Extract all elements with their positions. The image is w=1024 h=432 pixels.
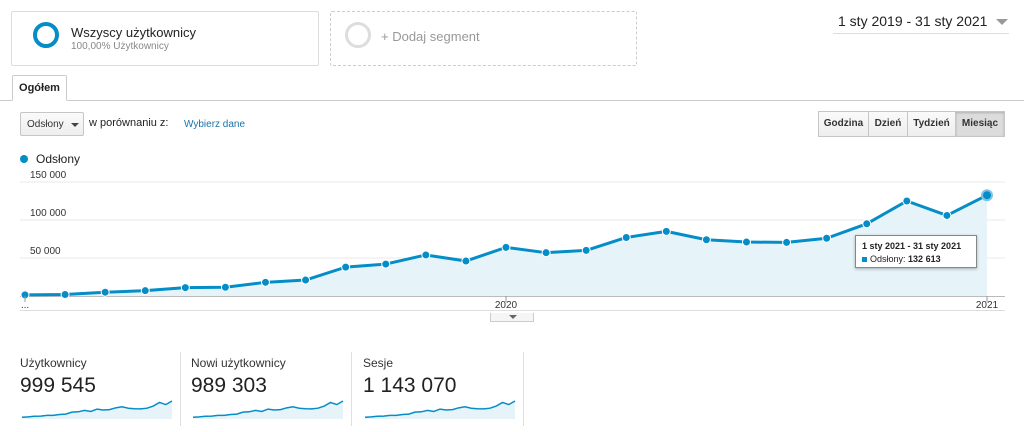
add-segment-label: + Dodaj segment	[381, 29, 480, 44]
data-point	[541, 248, 551, 258]
granularity-month-button[interactable]: Miesiąc	[955, 111, 1005, 137]
chevron-down-icon	[996, 19, 1008, 25]
data-point	[942, 210, 952, 220]
data-point	[501, 242, 511, 252]
data-point	[421, 250, 431, 260]
scorecard-divider	[180, 352, 181, 426]
data-point	[220, 282, 230, 292]
scorecard-new-users[interactable]: Nowi użytkownicy 989 303	[191, 352, 346, 432]
y-tick-label: 150 000	[30, 170, 67, 181]
legend-label: Odsłony	[36, 152, 81, 166]
x-tick-label: 2021	[976, 300, 999, 311]
area-fill	[25, 195, 987, 296]
data-point	[621, 232, 631, 242]
tooltip-series-label: Odsłony:	[870, 254, 906, 264]
sparkline-line	[192, 400, 344, 418]
granularity-day-button[interactable]: Dzień	[868, 111, 908, 137]
granularity-hour-button[interactable]: Godzina	[818, 111, 869, 137]
segment-title: Wszyscy użytkownicy	[71, 25, 196, 40]
sparkline	[364, 400, 516, 419]
scorecard-divider	[523, 352, 524, 426]
data-point	[461, 256, 471, 266]
data-point	[140, 286, 150, 296]
tooltip-title: 1 sty 2021 - 31 sty 2021	[862, 241, 962, 251]
tooltip-value: 132 613	[908, 254, 941, 264]
compare-label: w porównaniu z:	[89, 117, 169, 129]
empty-circle-icon	[345, 22, 371, 48]
data-point	[581, 245, 591, 255]
metric-select[interactable]: Odsłony	[20, 112, 84, 136]
sparkline	[192, 400, 344, 419]
data-point	[742, 237, 751, 247]
scorecard-title: Nowi użytkownicy	[191, 356, 286, 370]
chart-expand-handle[interactable]	[490, 313, 534, 322]
segment-circle-icon	[33, 22, 59, 48]
data-point	[661, 226, 671, 236]
data-point	[100, 287, 110, 297]
x-tick-label: 2020	[495, 300, 518, 311]
scorecard-title: Użytkownicy	[20, 356, 87, 370]
scorecard-sessions[interactable]: Sesje 1 143 070	[363, 352, 518, 432]
tab-divider	[0, 100, 1024, 101]
sparkline	[21, 400, 173, 419]
data-point	[782, 237, 792, 247]
data-point	[381, 259, 391, 269]
scorecard-title: Sesje	[363, 356, 394, 370]
sparkline-line	[364, 400, 516, 418]
line-chart[interactable]: 50 000 100 000 150 000... 2020 2021	[0, 165, 1024, 315]
tab-overview[interactable]: Ogółem	[12, 75, 67, 101]
data-point	[981, 189, 993, 202]
segment-card-all-users[interactable]: Wszyscy użytkownicy 100,00% Użytkownicy	[11, 11, 319, 66]
data-point	[180, 283, 190, 293]
y-tick-label: 100 000	[30, 208, 67, 219]
segment-subtitle: 100,00% Użytkownicy	[71, 41, 169, 52]
data-point	[902, 196, 912, 206]
legend-dot-icon	[20, 155, 28, 163]
data-point	[60, 289, 70, 299]
data-point	[822, 233, 832, 243]
chevron-down-icon	[71, 123, 79, 127]
date-range-text: 1 sty 2019 - 31 sty 2021	[838, 13, 988, 29]
data-point	[701, 235, 711, 245]
tooltip-label: Odsłony: 132 613	[870, 254, 941, 264]
scorecard-users[interactable]: Użytkownicy 999 545	[20, 352, 175, 432]
sparkline-line	[21, 400, 173, 418]
data-point	[301, 275, 311, 285]
scorecard-value: 989 303	[191, 374, 267, 397]
scorecard-value: 1 143 070	[363, 374, 457, 397]
chevron-down-icon	[509, 315, 517, 319]
metric-select-label: Odsłony	[27, 119, 64, 130]
x-tick-label: ...	[21, 300, 29, 311]
y-tick-label: 50 000	[30, 246, 61, 257]
data-point	[862, 219, 872, 229]
compare-select-link[interactable]: Wybierz dane	[184, 119, 246, 130]
data-point	[261, 277, 270, 287]
data-point	[341, 262, 351, 272]
add-segment-button[interactable]: + Dodaj segment	[330, 11, 637, 66]
scorecard-value: 999 545	[20, 374, 96, 397]
chart-tooltip: 1 sty 2021 - 31 sty 2021 Odsłony: 132 61…	[855, 235, 977, 268]
granularity-week-button[interactable]: Tydzień	[907, 111, 956, 137]
tooltip-series-swatch	[862, 257, 867, 262]
scorecard-divider	[351, 352, 352, 426]
date-range-picker[interactable]: 1 sty 2019 - 31 sty 2021	[833, 11, 1009, 34]
